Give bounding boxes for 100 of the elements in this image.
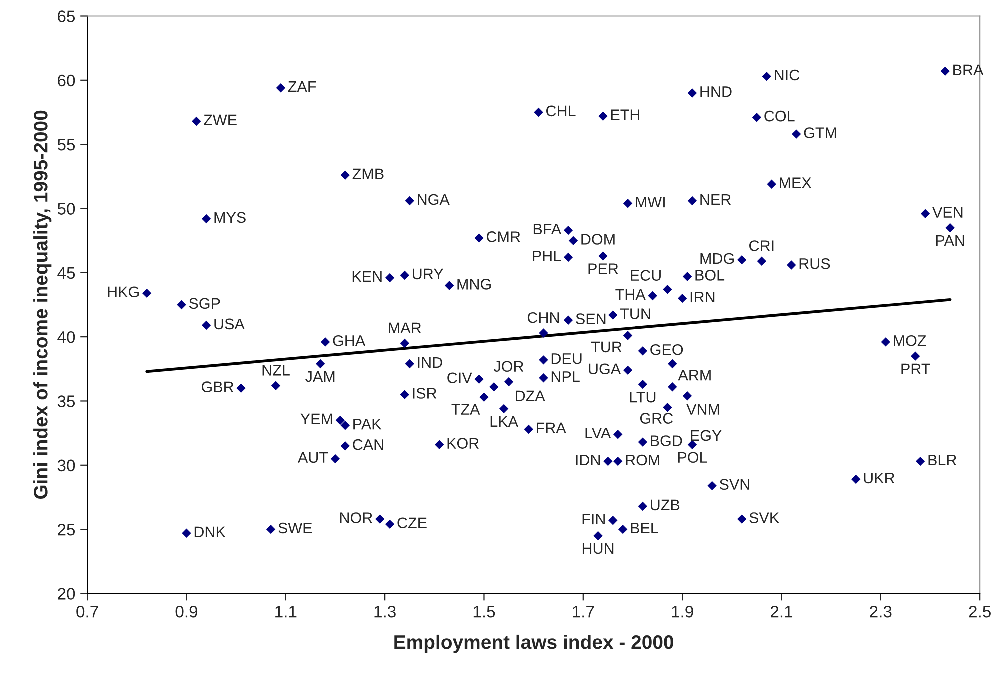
x-tick-label: 1.9 xyxy=(672,606,694,618)
annotation: BLR xyxy=(928,454,957,466)
annotation: GEO xyxy=(650,344,684,356)
x-tick-label: 2.1 xyxy=(770,606,793,618)
annotation: TUR xyxy=(591,342,622,353)
annotation: ROM xyxy=(626,454,660,466)
annotation: CHL xyxy=(546,106,576,117)
annotation: YEM xyxy=(300,414,332,424)
y-tick-label: 45 xyxy=(58,267,76,280)
x-tick-label: 1.5 xyxy=(474,606,496,618)
annotation: GTM xyxy=(804,128,836,138)
annotation: MEX xyxy=(780,178,812,188)
annotation: FRA xyxy=(537,422,566,434)
y-tick-label: 35 xyxy=(58,396,76,408)
annotation: DEU xyxy=(552,354,582,364)
x-tick-label: 1.1 xyxy=(276,606,297,618)
x-axis-title: Employment laws index - 2000 xyxy=(394,634,674,654)
annotation: PER xyxy=(588,264,618,274)
annotation: COL xyxy=(764,110,795,122)
annotation: PHL xyxy=(533,250,562,262)
annotation: JAM xyxy=(306,372,335,382)
annotation: SEN xyxy=(576,314,606,324)
annotation: CRI xyxy=(750,240,774,252)
annotation: URY xyxy=(413,268,444,280)
annotation: THA xyxy=(616,289,646,300)
annotation: NER xyxy=(700,194,731,205)
annotation: VNM xyxy=(686,404,720,415)
annotation: FIN xyxy=(582,514,605,525)
y-tick-label: 65 xyxy=(58,10,76,22)
annotation: MOZ xyxy=(894,335,926,346)
annotation: ECU xyxy=(631,270,661,282)
annotation: IDN xyxy=(576,454,600,466)
annotation: ETH xyxy=(611,110,640,120)
annotation: MYS xyxy=(214,212,246,224)
annotation: UGA xyxy=(589,364,622,375)
annotation: DZA xyxy=(516,390,546,402)
annotation: MWI xyxy=(636,197,665,208)
annotation: ISR xyxy=(413,388,437,399)
annotation: TZA xyxy=(452,404,480,415)
x-tick-label: 1.7 xyxy=(573,606,594,618)
annotation: BGD xyxy=(651,436,682,446)
x-tick-label: 0.9 xyxy=(176,606,198,618)
y-axis-title: Gini index of income inequality, 1995-2000 xyxy=(34,110,52,500)
annotation: BRA xyxy=(954,64,984,76)
annotation: IND xyxy=(418,357,442,368)
annotation: POL xyxy=(678,452,708,464)
annotation: NPL xyxy=(552,372,580,382)
y-tick-label: 20 xyxy=(58,588,76,600)
annotation: KOR xyxy=(448,438,479,449)
annotation: MAR xyxy=(389,322,422,334)
annotation: EGY xyxy=(691,430,722,442)
annotation: ZWE xyxy=(204,114,237,126)
annotation: UZB xyxy=(651,500,680,511)
annotation: RUS xyxy=(800,258,830,270)
annotation: MNG xyxy=(458,279,491,290)
annotation: ARM xyxy=(678,370,711,381)
annotation: AUT xyxy=(298,452,328,464)
annotation: TUN xyxy=(620,308,650,320)
annotation: ZMB xyxy=(352,168,384,180)
annotation: USA xyxy=(214,318,245,330)
annotation: MDG xyxy=(700,253,734,264)
annotation: NZL xyxy=(262,365,290,376)
annotation: GRC xyxy=(640,413,674,424)
annotation: NGA xyxy=(418,194,450,206)
annotation: LTU xyxy=(630,392,656,403)
annotation: PAN xyxy=(936,235,964,246)
x-tick-label: 1.3 xyxy=(374,606,396,618)
annotation: GBR xyxy=(202,382,234,393)
annotation: SVK xyxy=(750,512,780,524)
annotation: CZE xyxy=(398,518,427,529)
annotation: PRT xyxy=(902,364,930,374)
y-tick-label: 25 xyxy=(58,524,76,536)
annotation: CHN xyxy=(528,312,560,324)
x-tick-label: 2.5 xyxy=(969,606,991,618)
annotation: ZAF xyxy=(288,82,316,92)
x-tick-label: 2.3 xyxy=(870,606,892,618)
annotation: DNK xyxy=(194,526,226,538)
annotation: SWE xyxy=(278,522,312,534)
annotation: HKG xyxy=(108,286,139,298)
annotation: GHA xyxy=(333,335,366,346)
annotation: CMR xyxy=(486,232,520,242)
annotation: NIC xyxy=(775,70,800,81)
y-tick-label: 50 xyxy=(58,203,76,215)
annotation: CAN xyxy=(353,439,384,450)
y-tick-label: 55 xyxy=(58,139,76,151)
annotation: BOL xyxy=(696,270,725,281)
annotation: BFA xyxy=(534,224,562,235)
annotation: LKA xyxy=(490,416,518,427)
annotation: CIV xyxy=(448,372,472,384)
y-tick-label: 40 xyxy=(58,331,76,344)
annotation: BEL xyxy=(631,523,658,534)
annotation: SGP xyxy=(189,298,220,310)
y-tick-label: 60 xyxy=(58,74,76,87)
annotation: VEN xyxy=(932,207,963,218)
x-tick-label: 0.7 xyxy=(76,606,98,618)
annotation: HUN xyxy=(582,543,614,554)
annotation: UKR xyxy=(864,472,895,484)
annotation: SVN xyxy=(720,479,750,490)
annotation: IRN xyxy=(690,292,715,303)
annotation: NOR xyxy=(340,512,372,524)
